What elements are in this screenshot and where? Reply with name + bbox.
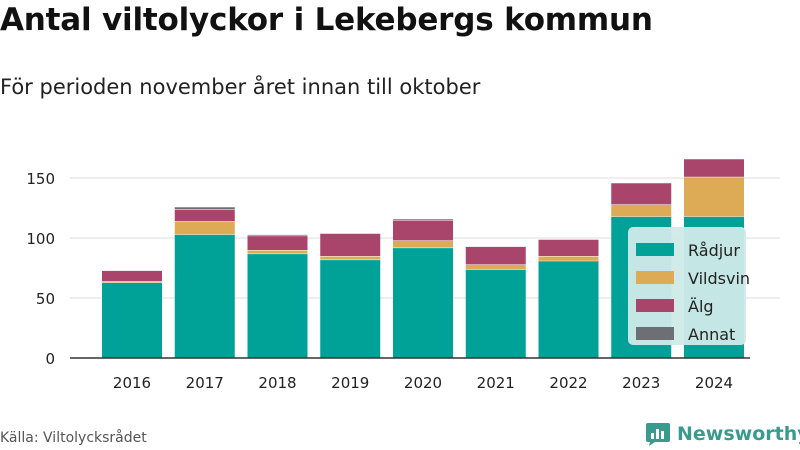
bar-2022-älg[interactable]: [538, 239, 599, 256]
bar-2021-rådjur[interactable]: [465, 269, 526, 358]
bar-2021-älg[interactable]: [465, 246, 526, 265]
bar-2018-annat[interactable]: [247, 234, 308, 236]
legend-swatch-rådjur: [636, 243, 674, 256]
legend-label-vildsvin[interactable]: Vildsvin: [688, 269, 750, 288]
chart-title: Antal viltolyckor i Lekebergs kommun: [0, 2, 653, 38]
bar-2017-rådjur[interactable]: [174, 234, 235, 358]
x-tick-label-2017: 2017: [186, 374, 224, 392]
bar-2022-vildsvin[interactable]: [538, 256, 599, 261]
bar-2019-vildsvin[interactable]: [320, 256, 381, 260]
chart-subtitle: För perioden november året innan till ok…: [0, 75, 481, 99]
x-tick-label-2019: 2019: [331, 374, 369, 392]
bar-2018-vildsvin[interactable]: [247, 250, 308, 254]
bar-2020-älg[interactable]: [393, 220, 453, 241]
brand-name: Newsworthy: [677, 423, 800, 445]
bar-2024-vildsvin[interactable]: [684, 176, 744, 217]
y-tick-label-50: 50: [36, 290, 55, 308]
bar-2023-vildsvin[interactable]: [611, 204, 672, 217]
brand-logo[interactable]: Newsworthy: [645, 420, 800, 448]
bar-2020-annat[interactable]: [393, 218, 453, 220]
legend-label-annat[interactable]: Annat: [688, 325, 735, 344]
x-tick-label-2021: 2021: [477, 374, 515, 392]
bar-2020-vildsvin[interactable]: [393, 240, 453, 248]
y-tick-label-0: 0: [45, 350, 55, 368]
legend-label-älg[interactable]: Älg: [688, 297, 714, 316]
y-tick-label-100: 100: [26, 230, 55, 248]
x-tick-label-2018: 2018: [258, 374, 296, 392]
legend-label-rådjur[interactable]: Rådjur: [688, 241, 740, 260]
bar-2022-rådjur[interactable]: [538, 260, 599, 358]
bar-2016-rådjur[interactable]: [102, 282, 162, 358]
newsworthy-logo-icon: [646, 423, 670, 446]
bar-2017-älg[interactable]: [174, 209, 235, 222]
bar-2023-älg[interactable]: [611, 182, 672, 205]
bar-2018-rådjur[interactable]: [247, 253, 308, 358]
x-tick-label-2016: 2016: [113, 374, 151, 392]
source-note: Källa: Viltolycksrådet: [0, 430, 147, 446]
bar-2018-älg[interactable]: [247, 235, 308, 250]
x-tick-label-2024: 2024: [695, 374, 733, 392]
bar-2021-vildsvin[interactable]: [465, 264, 526, 270]
legend-swatch-annat: [636, 327, 674, 340]
bar-2019-rådjur[interactable]: [320, 259, 381, 358]
bar-2016-vildsvin[interactable]: [102, 281, 162, 283]
x-tick-label-2022: 2022: [549, 374, 587, 392]
bar-2017-annat[interactable]: [174, 206, 235, 210]
legend-box: [628, 227, 746, 345]
bar-2017-vildsvin[interactable]: [174, 221, 235, 235]
bar-2024-älg[interactable]: [684, 158, 744, 177]
x-tick-label-2023: 2023: [622, 374, 660, 392]
legend-swatch-vildsvin: [636, 271, 674, 284]
bar-2016-älg[interactable]: [102, 270, 162, 282]
y-tick-label-150: 150: [26, 170, 55, 188]
bar-2019-älg[interactable]: [320, 233, 381, 256]
legend-swatch-älg: [636, 299, 674, 312]
bar-2020-rådjur[interactable]: [393, 247, 453, 358]
x-tick-label-2020: 2020: [404, 374, 442, 392]
